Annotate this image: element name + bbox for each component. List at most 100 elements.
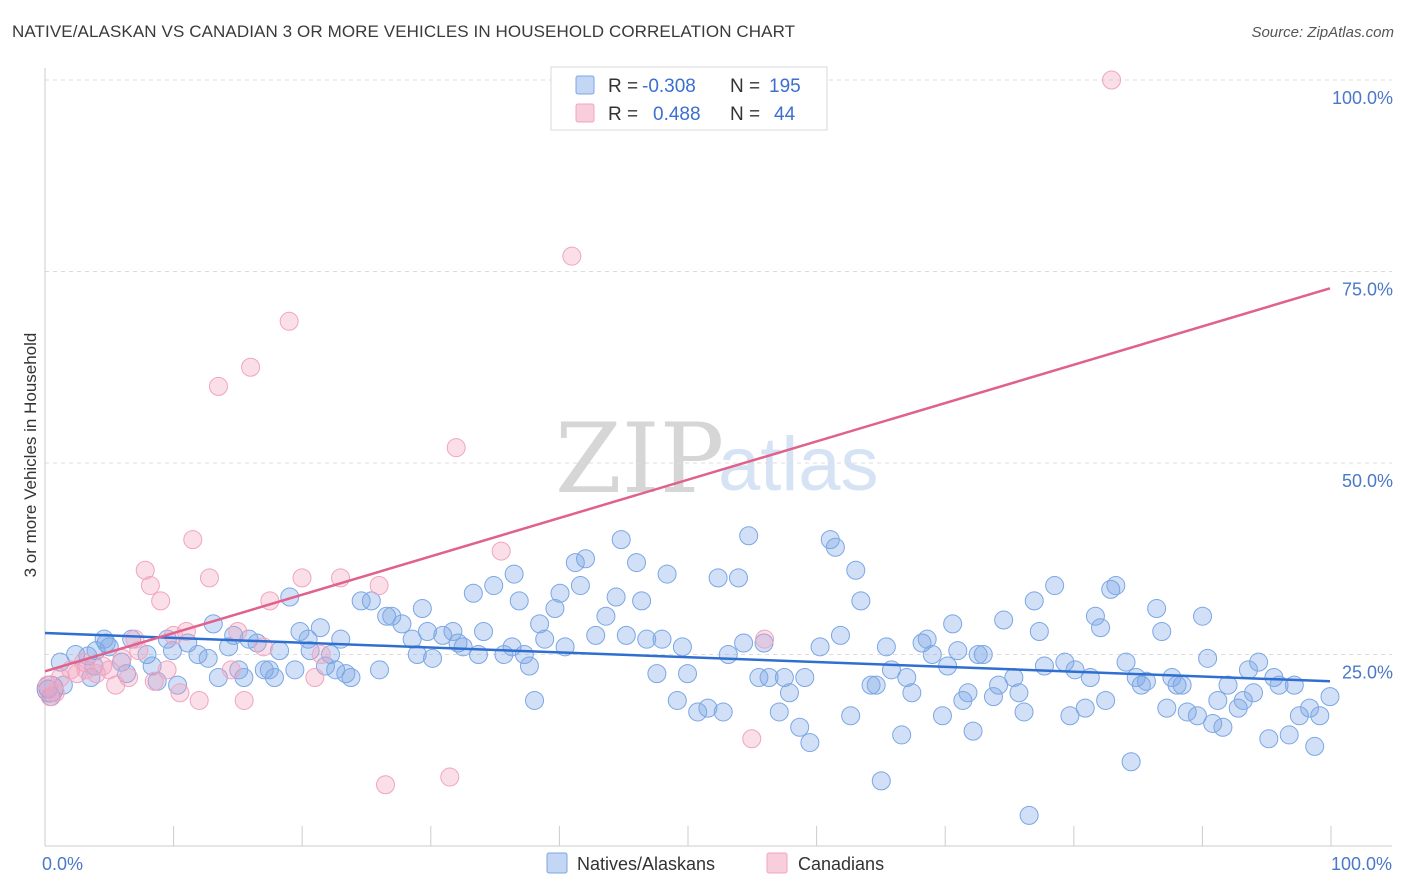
native-point-16	[142, 656, 162, 676]
native-point-194	[1320, 687, 1340, 707]
native-point-167	[1152, 622, 1172, 642]
native-point-111	[795, 667, 815, 687]
native-point-117	[841, 706, 861, 726]
native-point-125	[892, 725, 912, 745]
native-point-183	[1244, 683, 1264, 703]
native-point-66	[484, 576, 504, 596]
legend-canadians-swatch	[575, 103, 595, 123]
legend-natives-r-value: -0.308	[642, 76, 696, 97]
canadian-point-36	[305, 667, 325, 687]
native-point-156	[1085, 606, 1105, 626]
native-point-157	[1091, 618, 1111, 638]
native-point-152	[1060, 706, 1080, 726]
native-point-181	[1233, 690, 1253, 710]
canadian-point-16	[135, 560, 155, 580]
canadian-point-39	[369, 576, 389, 596]
native-point-80	[570, 576, 590, 596]
legend-canadians-n-value: 44	[774, 104, 796, 125]
native-point-144	[1009, 683, 1029, 703]
native-point-141	[989, 675, 1009, 695]
canadian-point-28	[221, 660, 241, 680]
native-point-96	[688, 702, 708, 722]
canadians-points	[38, 70, 1122, 795]
canadian-point-45	[742, 729, 762, 749]
canadian-point-26	[199, 568, 219, 588]
native-point-118	[846, 560, 866, 580]
native-point-108	[774, 667, 794, 687]
native-point-103	[739, 526, 759, 546]
native-point-175	[1198, 648, 1218, 668]
native-point-23	[198, 648, 218, 668]
canadian-point-2	[45, 683, 65, 703]
native-point-69	[504, 564, 524, 584]
canadian-point-31	[241, 357, 261, 377]
canadian-point-27	[208, 376, 228, 396]
native-point-79	[565, 553, 585, 573]
axes	[44, 68, 1392, 847]
legend-bottom-natives-label: Natives/Alaskans	[577, 854, 715, 874]
canadian-point-37	[311, 645, 331, 664]
native-point-87	[627, 553, 647, 573]
native-point-191	[1300, 698, 1320, 718]
native-point-63	[463, 583, 483, 603]
native-point-145	[1014, 702, 1034, 722]
native-point-119	[851, 591, 871, 611]
watermark-zip: ZIP	[555, 403, 724, 515]
native-point-112	[800, 733, 820, 753]
native-point-99	[713, 702, 733, 722]
native-point-37	[285, 660, 305, 680]
native-point-147	[1024, 591, 1044, 611]
native-point-154	[1075, 698, 1095, 718]
canadian-point-43	[491, 541, 511, 561]
native-point-35	[270, 641, 290, 661]
native-point-82	[586, 625, 606, 645]
canadian-point-35	[292, 568, 312, 588]
native-point-176	[1203, 713, 1223, 733]
legend-natives-swatch	[575, 75, 595, 95]
legend-top-box	[550, 66, 828, 131]
native-point-65	[474, 622, 494, 642]
native-point-122	[871, 771, 891, 791]
native-point-47	[341, 667, 361, 687]
native-point-142	[994, 610, 1014, 630]
native-point-137	[963, 721, 983, 741]
native-point-98	[708, 568, 728, 588]
native-point-129	[917, 629, 937, 649]
native-point-97	[698, 698, 718, 718]
canadian-point-18	[144, 671, 164, 691]
native-point-121	[866, 675, 886, 695]
native-point-95	[678, 664, 697, 684]
legend-canadians-r-value: 0.488	[653, 104, 701, 125]
canadian-point-13	[119, 667, 139, 687]
native-point-177	[1208, 690, 1228, 710]
native-point-146	[1019, 805, 1039, 825]
native-point-19	[162, 641, 182, 661]
native-point-3	[53, 675, 73, 695]
legend-bottom: Natives/Alaskans Canadians	[546, 852, 884, 874]
native-point-115	[825, 537, 845, 557]
canadian-point-47	[1102, 70, 1122, 90]
native-point-178	[1213, 717, 1233, 737]
native-point-76	[545, 599, 565, 619]
canadian-point-1	[40, 687, 60, 707]
native-point-136	[958, 683, 978, 703]
y-tick-label-3: 100.0%	[1332, 88, 1393, 108]
canadian-point-34	[279, 311, 299, 331]
native-point-160	[1106, 576, 1126, 596]
native-point-107	[769, 702, 789, 722]
native-point-126	[897, 667, 917, 687]
native-point-77	[550, 583, 570, 603]
native-point-116	[830, 625, 850, 645]
native-point-150	[1045, 576, 1065, 596]
native-point-52	[382, 606, 402, 626]
native-point-106	[759, 667, 779, 687]
native-point-168	[1157, 698, 1177, 718]
canadian-point-24	[183, 530, 203, 550]
native-point-171	[1172, 675, 1192, 695]
native-point-44	[326, 660, 346, 680]
canadian-point-30	[234, 690, 254, 710]
native-point-162	[1121, 752, 1141, 772]
canadian-point-41	[440, 767, 460, 787]
native-point-92	[657, 564, 677, 584]
